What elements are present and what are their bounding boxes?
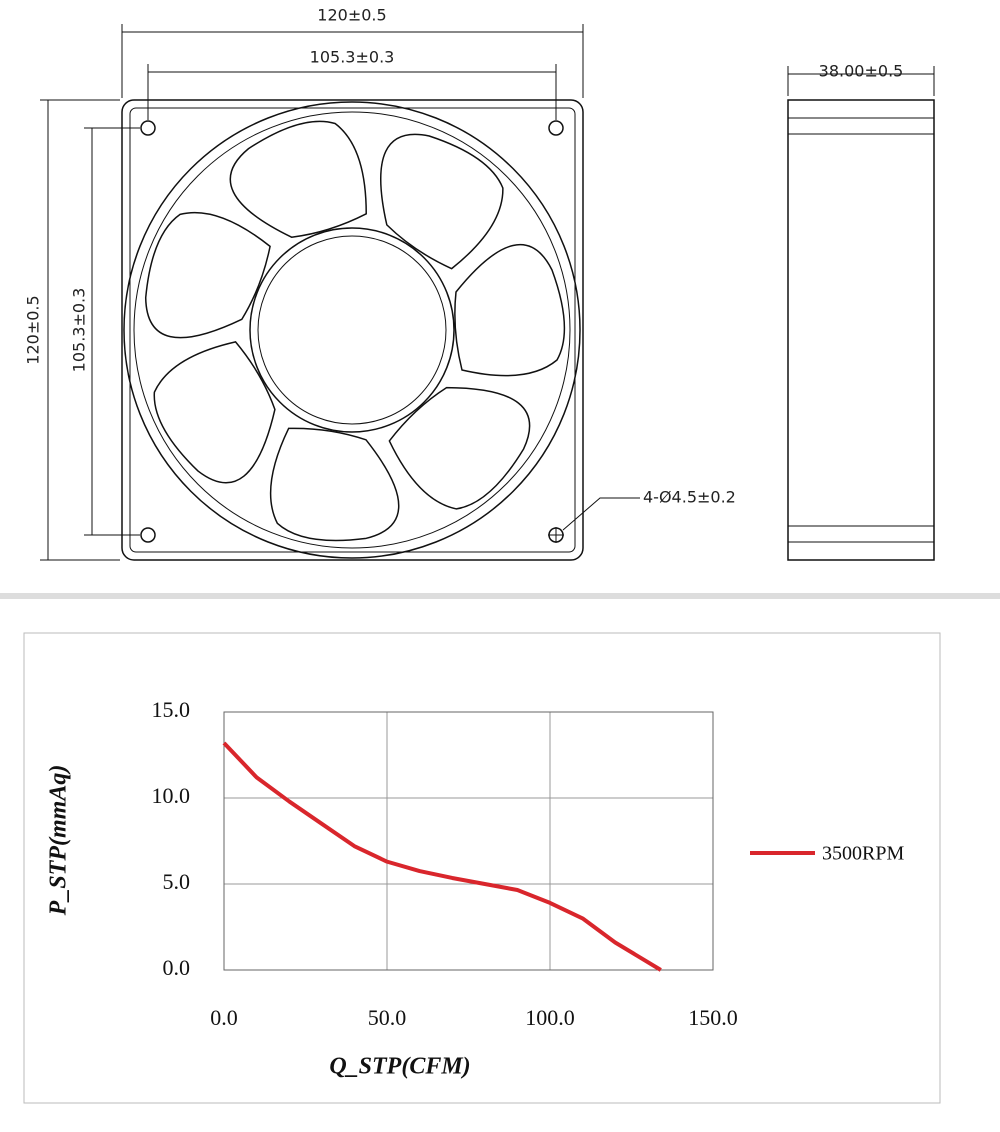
- legend-label: 3500RPM: [822, 843, 904, 865]
- dim-label: 105.3±0.3: [310, 48, 395, 67]
- plot-frame: [223, 711, 714, 971]
- side-lines: [787, 66, 935, 543]
- dim-label: 120±0.5: [317, 6, 386, 25]
- y-tick-label: 0.0: [163, 955, 191, 980]
- y-tick-label: 10.0: [152, 783, 191, 808]
- separator: [0, 593, 1000, 599]
- line: [222, 741, 662, 972]
- y-axis-label: P_STP(mmAq): [46, 765, 72, 917]
- fan-drawing: 120±0.5 105.3±0.3 120±0.5 105.3±0.3 4-Ø4…: [0, 6, 1000, 599]
- y-tick-label: 5.0: [163, 869, 191, 894]
- dimension-lines: [40, 24, 640, 561]
- y-tick-label: 15.0: [152, 697, 191, 722]
- fan-ring-inner: [133, 111, 571, 549]
- x-axis-label: Q_STP(CFM): [329, 1054, 470, 1080]
- x-tick-label: 50.0: [368, 1005, 407, 1030]
- fan-ring: [123, 101, 581, 559]
- x-tick-label: 100.0: [525, 1005, 575, 1030]
- chart-frame: [23, 632, 941, 1104]
- x-tick-label: 150.0: [688, 1005, 738, 1030]
- fan-hub-inner: [257, 235, 447, 425]
- fan-side: [787, 99, 935, 561]
- x-tick-label: 0.0: [210, 1005, 238, 1030]
- fan-hub: [249, 227, 455, 433]
- dim-label: 38.00±0.5: [819, 62, 904, 81]
- mount-holes: [140, 120, 564, 543]
- dim-label: 4-Ø4.5±0.2: [643, 488, 736, 507]
- fan-frame: [121, 99, 584, 561]
- fan-frame-inner: [129, 107, 576, 553]
- dim-label: 120±0.5: [24, 295, 43, 364]
- dim-label: 105.3±0.3: [70, 288, 89, 373]
